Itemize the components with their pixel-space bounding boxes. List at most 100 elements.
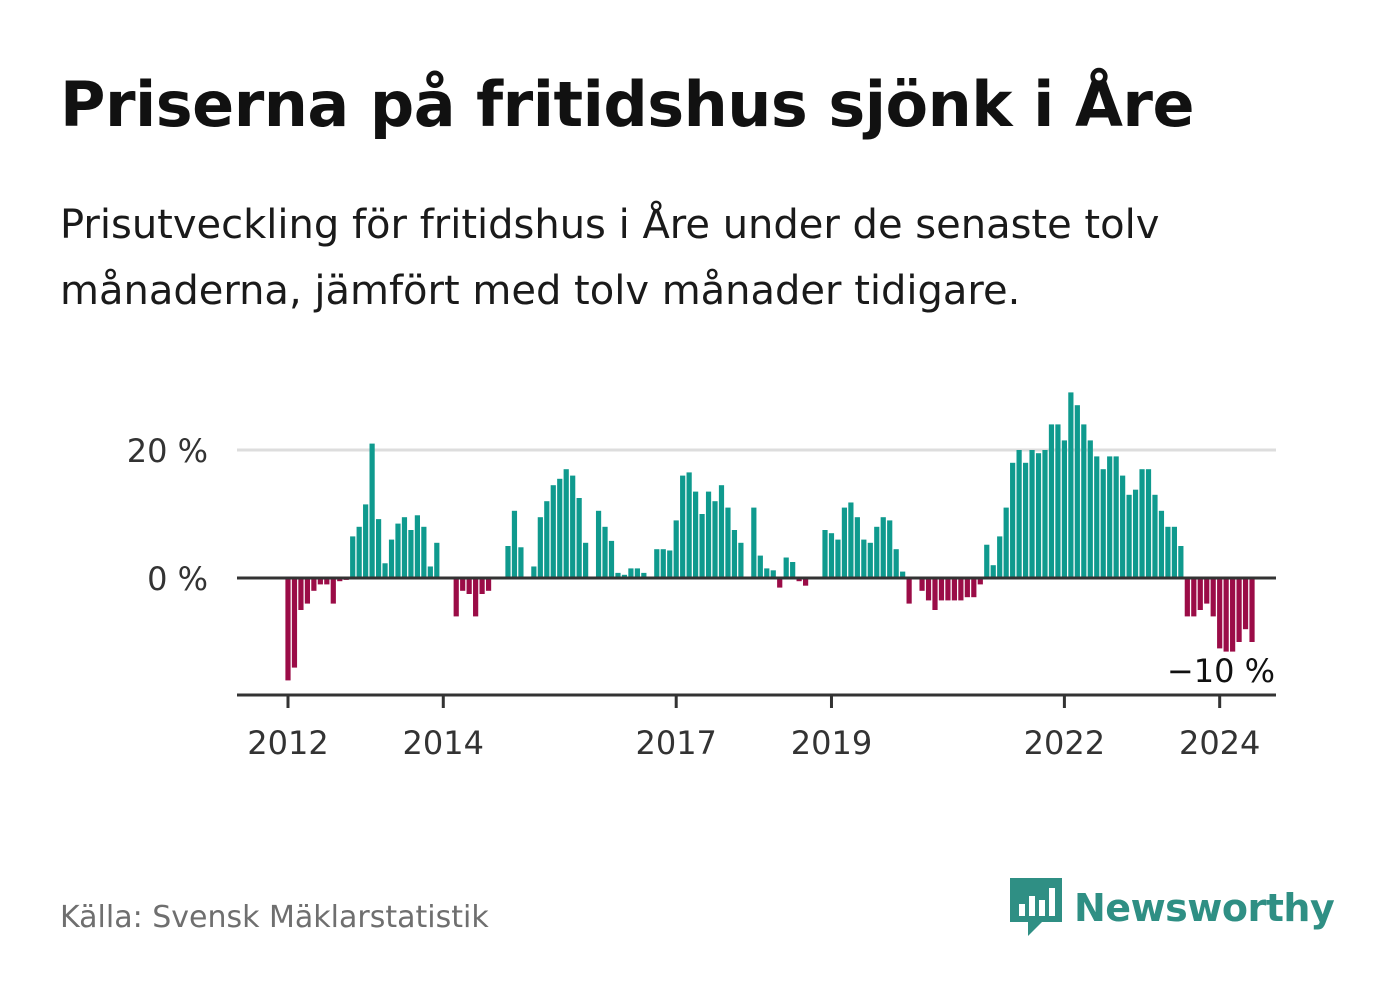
bar — [1081, 424, 1087, 578]
bar — [1184, 578, 1190, 617]
bar — [848, 502, 854, 578]
bar — [718, 485, 725, 578]
bar — [841, 507, 848, 578]
bar — [485, 578, 492, 591]
bar — [971, 578, 977, 598]
bar — [796, 578, 802, 582]
bar — [375, 519, 382, 578]
bar — [738, 542, 744, 578]
bar — [751, 507, 757, 578]
bar — [1016, 450, 1022, 578]
bar — [1042, 450, 1048, 578]
bar — [337, 578, 343, 582]
bar — [958, 578, 964, 601]
bar — [977, 578, 983, 585]
bar-chart: 0 % 20 % 2012 2014 2017 2019 2022 2024 −10 % — [127, 392, 1276, 762]
bar — [473, 578, 479, 617]
bar — [563, 469, 569, 578]
axes — [237, 576, 1276, 708]
bar — [550, 485, 556, 578]
bar — [984, 544, 990, 578]
bar — [1003, 507, 1009, 578]
y-tick-label: 0 % — [147, 560, 208, 598]
bar — [298, 578, 304, 610]
bar — [654, 549, 660, 578]
bar — [783, 557, 789, 578]
bar — [505, 546, 511, 578]
bar — [932, 578, 938, 610]
bar — [460, 578, 466, 591]
bar — [1178, 546, 1184, 578]
x-tick-label: 2014 — [403, 724, 484, 762]
bar — [867, 542, 873, 578]
bar — [693, 491, 699, 578]
bar — [401, 517, 408, 578]
bar — [964, 578, 970, 598]
bar — [1029, 450, 1035, 578]
bar — [686, 472, 692, 578]
bar — [1242, 578, 1249, 630]
bar — [369, 443, 375, 578]
y-tick-label: 20 % — [127, 432, 208, 470]
bar — [712, 501, 718, 578]
bar — [1236, 578, 1242, 642]
bar — [518, 547, 524, 578]
bar — [835, 539, 841, 578]
bar — [757, 555, 763, 578]
bar — [395, 523, 401, 578]
x-tick-label: 2017 — [635, 724, 716, 762]
bar — [356, 526, 362, 578]
bar — [699, 514, 705, 578]
bar — [822, 530, 828, 578]
bar — [388, 539, 395, 578]
bar — [1055, 424, 1061, 578]
bar — [330, 578, 336, 604]
bar — [317, 578, 323, 585]
bar — [1113, 456, 1119, 578]
bar — [725, 507, 731, 578]
bar — [621, 574, 628, 578]
bar — [997, 536, 1003, 578]
bar — [466, 578, 472, 594]
bar — [1087, 440, 1093, 578]
bar — [887, 520, 893, 578]
bar — [828, 533, 835, 578]
bar — [324, 578, 330, 585]
bar — [680, 475, 686, 578]
x-tick-label: 2024 — [1179, 724, 1260, 762]
bar — [531, 566, 537, 578]
axis-labels: 0 % 20 % 2012 2014 2017 2019 2022 2024 −10 % — [127, 432, 1275, 762]
bar — [608, 540, 615, 578]
bar — [1132, 489, 1139, 578]
bar — [576, 498, 582, 578]
bars — [285, 392, 1255, 681]
bar — [945, 578, 951, 601]
bar — [427, 566, 433, 578]
bar — [1126, 494, 1132, 578]
bar — [951, 578, 958, 601]
bar — [1061, 440, 1067, 578]
bar — [790, 562, 796, 578]
bar — [304, 578, 311, 604]
newsworthy-logo-icon — [1010, 878, 1062, 936]
bar — [900, 571, 906, 578]
bar — [1010, 462, 1016, 578]
bar — [479, 578, 485, 594]
bar — [544, 501, 550, 578]
bar — [938, 578, 945, 601]
bar — [1120, 475, 1126, 578]
bar — [1074, 405, 1080, 578]
bar — [770, 570, 776, 578]
bar — [777, 578, 783, 588]
bar — [1139, 469, 1145, 578]
bar — [673, 520, 679, 578]
bar — [861, 539, 867, 578]
chart-title: Priserna på fritidshus sjönk i Åre — [60, 68, 1195, 141]
bar — [1100, 469, 1106, 578]
bar — [537, 517, 543, 578]
bar — [453, 578, 459, 617]
bar — [511, 510, 518, 578]
bar — [595, 510, 602, 578]
bar — [634, 568, 640, 578]
bar — [1048, 424, 1055, 578]
